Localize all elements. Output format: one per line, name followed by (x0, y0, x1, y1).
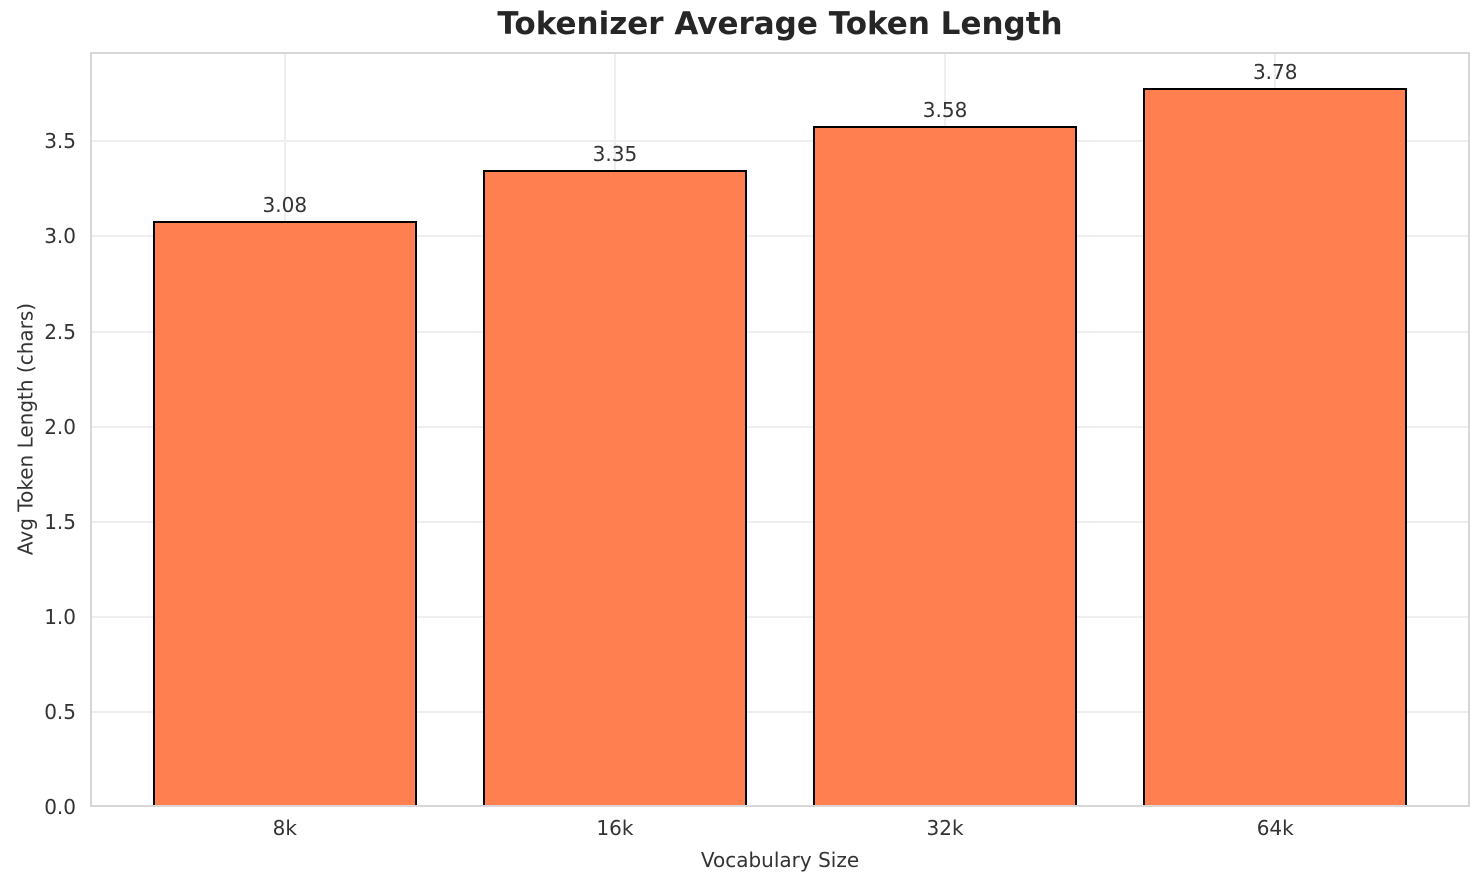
x-tick-label: 64k (1256, 816, 1294, 840)
bar-value-label: 3.08 (262, 193, 308, 218)
bar (813, 126, 1078, 807)
x-tick-label: 16k (596, 816, 634, 840)
bar-value-label: 3.78 (1252, 60, 1298, 85)
y-tick-label: 1.0 (44, 604, 76, 629)
y-tick-label: 2.5 (44, 319, 76, 344)
y-tick-label: 3.0 (44, 224, 76, 249)
y-tick-label: 0.5 (44, 699, 76, 724)
bar (1143, 88, 1408, 807)
y-tick-label: 3.5 (44, 129, 76, 154)
bar (482, 169, 747, 807)
bar (152, 221, 417, 807)
bar-value-label: 3.35 (592, 141, 638, 166)
y-gridline (90, 235, 1470, 238)
chart-title: Tokenizer Average Token Length (497, 6, 1063, 42)
plot-area (90, 52, 1470, 807)
y-gridline (90, 425, 1470, 428)
x-tick-label: 32k (926, 816, 964, 840)
y-gridline (90, 615, 1470, 618)
bar-value-label: 3.58 (922, 98, 968, 123)
y-tick-label: 2.0 (44, 414, 76, 439)
x-axis-label: Vocabulary Size (700, 848, 860, 872)
y-gridline (90, 520, 1470, 523)
x-tick-label: 8k (272, 816, 297, 840)
y-tick-label: 0.0 (44, 795, 76, 819)
y-gridline (90, 330, 1470, 333)
y-gridline (90, 140, 1470, 143)
y-gridline (90, 710, 1470, 713)
y-tick-label: 1.5 (44, 509, 76, 534)
